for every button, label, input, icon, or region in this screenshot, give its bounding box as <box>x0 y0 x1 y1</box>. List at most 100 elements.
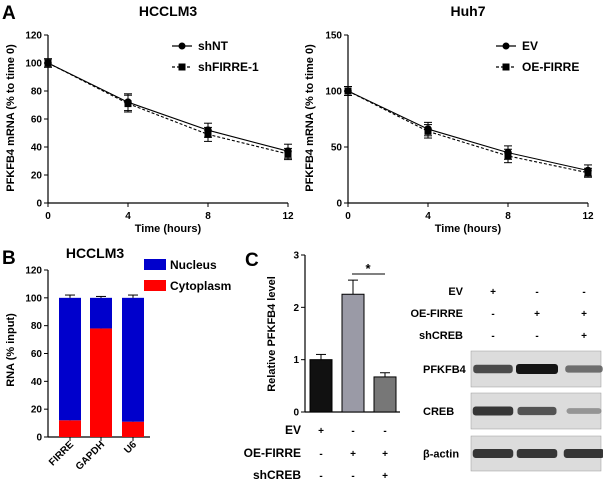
chart-a1-ytick-label: 40 <box>31 143 43 154</box>
chart-a1-series-line-shfirre-1 <box>47 62 289 155</box>
chart-c-ytick-label: 2 <box>293 303 299 314</box>
chart-a2-point-oe-firre <box>424 127 432 135</box>
blot-band-pfkfb4-lane-3 <box>565 365 603 373</box>
chart-a2-point-oe-firre <box>344 87 352 95</box>
chart-a1-ylabel: PFKFB4 mRNA (% to time 0) <box>5 44 17 192</box>
blot-row-mark: + <box>581 309 587 320</box>
legend-label-nucleus: Nucleus <box>170 258 217 272</box>
chart-c: 0 1 2 3 EV + - - OE-FIRRE - + + shCREB - - + <box>244 251 400 482</box>
chart-a1-xtick-label: 12 <box>282 211 294 222</box>
blot-band-creb-lane-1 <box>472 406 514 416</box>
legend-swatch-cytoplasm <box>144 280 166 291</box>
chart-a1-point-shfirre-1 <box>44 59 52 67</box>
chart-c-row-mark: - <box>319 449 322 460</box>
chart-a2-xlabel: Time (hours) <box>435 223 502 235</box>
chart-b-bar-gapdh-cytoplasm <box>90 328 112 437</box>
blot-row-mark: - <box>582 287 585 298</box>
chart-a2-ytick-label: 50 <box>331 143 343 154</box>
chart-b-bar-firre-nucleus <box>59 297 81 421</box>
panel-letter-a: A <box>2 3 16 24</box>
panel-letter-b: B <box>2 248 16 269</box>
blot-row-mark: + <box>490 287 496 298</box>
chart-a1: 0 20 40 60 80 100 120 0 4 8 12 <box>25 31 294 223</box>
blot-band-pfkfb4-lane-2 <box>516 364 558 374</box>
chart-b-xtick-label: U6 <box>122 439 139 456</box>
blot-row-mark: - <box>491 309 494 320</box>
chart-a2-legend: EV OE-FIRRE <box>496 39 579 74</box>
chart-c-row-label-shcreb: shCREB <box>253 468 301 482</box>
chart-b-ytick-label: 60 <box>31 349 43 360</box>
chart-c-row-mark: - <box>383 426 386 437</box>
chart-c-row-mark: + <box>350 449 356 460</box>
blot-row-label-oe-firre: OE-FIRRE <box>410 308 463 320</box>
chart-c-row-mark: - <box>351 426 354 437</box>
blot-band-creb-lane-3 <box>566 408 602 414</box>
chart-a1-ytick-label: 20 <box>31 171 43 182</box>
legend-swatch-nucleus <box>144 259 166 270</box>
blot-row-mark: - <box>491 331 494 342</box>
chart-a2-xtick-label: 8 <box>505 211 511 222</box>
chart-a1-xtick-label: 0 <box>45 211 51 222</box>
chart-b-title: HCCLM3 <box>66 245 125 261</box>
chart-c-row-label-oe-firre: OE-FIRRE <box>244 446 301 460</box>
chart-a1-xlabel: Time (hours) <box>135 223 202 235</box>
chart-b-bar-u6-cytoplasm <box>122 421 144 437</box>
legend-label-ev: EV <box>522 39 538 53</box>
chart-a1-ytick-label: 80 <box>31 87 43 98</box>
chart-c-row-mark: + <box>382 471 388 482</box>
chart-c-bar-3 <box>373 376 397 413</box>
legend-label-shnt: shNT <box>198 39 229 53</box>
chart-b-ytick-label: 100 <box>25 293 42 304</box>
significance-asterisk: * <box>365 261 371 276</box>
chart-c-ytick-label: 3 <box>293 251 299 262</box>
panel-letter-c: C <box>245 250 259 271</box>
chart-a2-ytick-label: 150 <box>325 31 342 42</box>
chart-c-row-label-ev: EV <box>285 423 301 437</box>
chart-b-xtick-label: GAPDH <box>74 439 107 472</box>
chart-b-ytick-label: 80 <box>31 321 43 332</box>
legend-label-shfirre: shFIRRE-1 <box>198 60 259 74</box>
blot-band-label-actin: β-actin <box>423 449 459 461</box>
blot-band-creb-lane-2 <box>517 406 557 416</box>
chart-a1-series-line-shnt <box>47 62 289 152</box>
chart-a2-ylabel: PFKFB4 mRNA (% to time 0) <box>304 44 316 192</box>
blot-row-mark: + <box>534 309 540 320</box>
chart-a2-xtick-label: 0 <box>345 211 351 222</box>
chart-a1-ytick-label: 120 <box>25 31 42 42</box>
blot-row-label-ev: EV <box>448 286 463 298</box>
chart-a1-point-shfirre-1 <box>124 100 132 108</box>
chart-b-ytick-label: 0 <box>36 433 42 444</box>
chart-a2-point-oe-firre <box>584 169 592 177</box>
chart-a2-ytick-label: 0 <box>336 199 342 210</box>
chart-a1-legend: shNT shFIRRE-1 <box>172 39 259 74</box>
chart-a1-xtick-label: 4 <box>125 211 131 222</box>
chart-b-ytick-label: 20 <box>31 405 43 416</box>
chart-b-bar-u6-nucleus <box>122 297 144 422</box>
chart-a2-point-oe-firre <box>504 152 512 160</box>
blot-band-actin-lane-2 <box>516 448 558 459</box>
blot-row-mark: - <box>535 331 538 342</box>
chart-b-xtick-label: FIRRE <box>47 439 76 468</box>
chart-b-ylabel: RNA (% input) <box>5 313 17 387</box>
chart-c-ylabel: Relative PFKFB4 level <box>266 276 278 392</box>
chart-c-bar-1 <box>309 359 333 413</box>
chart-b-bar-gapdh-nucleus <box>90 297 112 329</box>
chart-a2: 0 50 100 150 0 4 8 12 <box>325 31 594 223</box>
blot-band-pfkfb4-lane-1 <box>473 364 513 374</box>
chart-a1-point-shfirre-1 <box>204 130 212 138</box>
chart-c-row-mark: + <box>318 426 324 437</box>
chart-a2-xtick-label: 12 <box>582 211 594 222</box>
chart-a2-ytick-label: 100 <box>325 87 342 98</box>
chart-a1-ytick-label: 0 <box>36 199 42 210</box>
chart-a1-ytick-label: 60 <box>31 115 43 126</box>
chart-b-bar-firre-cytoplasm <box>59 420 81 437</box>
chart-c-significance: * <box>352 261 385 276</box>
chart-a2-series-line-ev <box>347 90 589 172</box>
chart-b-ytick-label: 120 <box>25 266 42 277</box>
legend-label-cytoplasm: Cytoplasm <box>170 279 231 293</box>
chart-a1-xtick-label: 8 <box>205 211 211 222</box>
blot-row-label-shcreb: shCREB <box>419 330 463 342</box>
western-blot: EV + - - OE-FIRRE - + + shCREB - - + PFKFB4 CREB β-act… <box>410 286 603 472</box>
